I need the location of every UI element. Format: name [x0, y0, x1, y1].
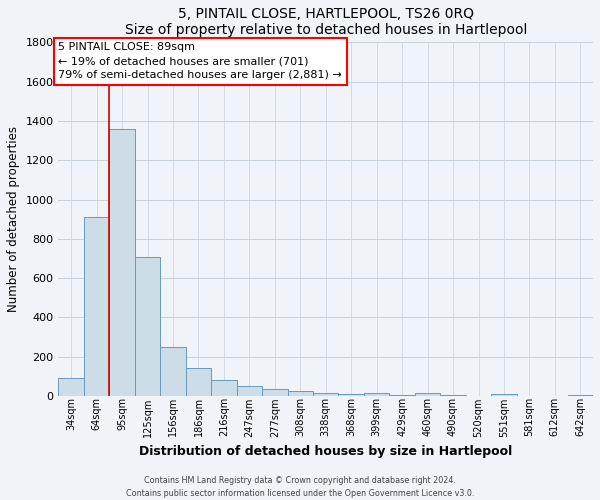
Text: 5 PINTAIL CLOSE: 89sqm
← 19% of detached houses are smaller (701)
79% of semi-de: 5 PINTAIL CLOSE: 89sqm ← 19% of detached…	[58, 42, 342, 80]
Bar	[440, 395, 466, 396]
Bar	[568, 395, 593, 396]
Bar	[313, 393, 338, 396]
Bar	[211, 380, 236, 396]
Bar	[135, 258, 160, 396]
Bar	[338, 394, 364, 396]
Bar	[84, 217, 109, 396]
Bar	[236, 386, 262, 396]
Bar	[364, 393, 389, 396]
Bar	[109, 129, 135, 396]
Bar	[491, 394, 517, 396]
Bar	[160, 347, 186, 396]
Bar	[287, 391, 313, 396]
Bar	[415, 394, 440, 396]
Y-axis label: Number of detached properties: Number of detached properties	[7, 126, 20, 312]
Text: Contains HM Land Registry data © Crown copyright and database right 2024.
Contai: Contains HM Land Registry data © Crown c…	[126, 476, 474, 498]
Bar	[262, 389, 287, 396]
X-axis label: Distribution of detached houses by size in Hartlepool: Distribution of detached houses by size …	[139, 445, 512, 458]
Bar	[186, 368, 211, 396]
Bar	[58, 378, 84, 396]
Bar	[389, 395, 415, 396]
Title: 5, PINTAIL CLOSE, HARTLEPOOL, TS26 0RQ
Size of property relative to detached hou: 5, PINTAIL CLOSE, HARTLEPOOL, TS26 0RQ S…	[125, 7, 527, 37]
